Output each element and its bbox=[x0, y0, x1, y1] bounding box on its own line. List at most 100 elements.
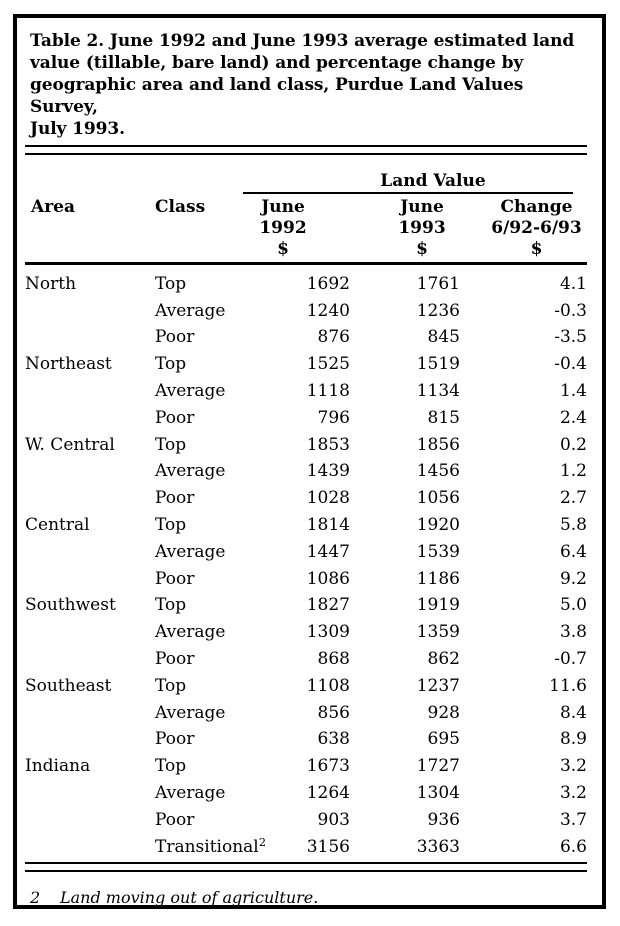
june-1993-cell: 1856 bbox=[416, 434, 460, 455]
june-1992-cell: 638 bbox=[317, 729, 350, 750]
change-cell: -0.7 bbox=[554, 649, 587, 670]
june-1992-cell: 1827 bbox=[306, 595, 350, 616]
june-1992-cell: 1086 bbox=[306, 568, 350, 589]
june-1992-cell: 1118 bbox=[306, 381, 350, 402]
change-cell: 8.9 bbox=[559, 729, 587, 750]
class-cell: Transitional2 bbox=[155, 834, 267, 857]
change-cell: 0.2 bbox=[559, 434, 587, 455]
footnote: 2 Land moving out of agriculture. bbox=[30, 888, 587, 907]
area-cell bbox=[25, 565, 155, 592]
area-cell bbox=[25, 833, 155, 860]
table-row: W. Central Top 1853 1856 0.2 bbox=[25, 431, 587, 458]
change-cell: -0.4 bbox=[554, 354, 587, 375]
top-double-rule bbox=[25, 145, 587, 155]
change-cell: 8.4 bbox=[559, 702, 587, 723]
table-row: Southeast Top 1108 1237 11.6 bbox=[25, 672, 587, 699]
june-1993-cell: 936 bbox=[427, 809, 460, 830]
june-1993-cell: 3363 bbox=[416, 836, 460, 857]
class-cell: Poor bbox=[155, 488, 195, 509]
change-cell: 6.6 bbox=[559, 836, 587, 857]
class-cell: Top bbox=[155, 675, 187, 696]
class-cell: Poor bbox=[155, 649, 195, 670]
change-cell: 4.1 bbox=[559, 273, 587, 294]
area-cell: W. Central bbox=[25, 434, 115, 455]
title-line: geographic area and land class, Purdue L… bbox=[30, 75, 524, 117]
column-header-june-1992: June 1992 $ bbox=[228, 197, 338, 260]
table-frame: Table 2. June 1992 and June 1993 average… bbox=[13, 14, 606, 909]
june-1993-cell: 1727 bbox=[416, 756, 460, 777]
area-cell bbox=[25, 699, 155, 726]
change-cell: 3.2 bbox=[559, 756, 587, 777]
june-1992-cell: 1853 bbox=[306, 434, 350, 455]
change-cell: -0.3 bbox=[554, 300, 587, 321]
june-1992-cell: 903 bbox=[317, 809, 350, 830]
class-cell: Top bbox=[155, 515, 187, 536]
class-cell: Average bbox=[155, 381, 226, 402]
area-cell: Southwest bbox=[25, 595, 116, 616]
column-header-line: $ bbox=[416, 239, 428, 259]
title-line: July 1993. bbox=[30, 119, 125, 139]
land-value-underline: Land Value bbox=[243, 171, 573, 194]
change-cell: 1.4 bbox=[559, 381, 587, 402]
area-cell bbox=[25, 297, 155, 324]
change-cell: 5.0 bbox=[559, 595, 587, 616]
table-row: Southwest Top 1827 1919 5.0 bbox=[25, 592, 587, 619]
change-cell: 3.7 bbox=[559, 809, 587, 830]
june-1992-cell: 1309 bbox=[306, 622, 350, 643]
column-header-line: $ bbox=[530, 239, 543, 259]
change-cell: -3.5 bbox=[554, 327, 587, 348]
land-value-header: Land Value bbox=[380, 171, 486, 191]
class-cell: Top bbox=[155, 354, 187, 375]
table-row: North Top 1692 1761 4.1 bbox=[25, 271, 587, 298]
class-cell: Average bbox=[155, 300, 226, 321]
change-cell: 5.8 bbox=[559, 515, 587, 536]
class-cell: Top bbox=[155, 756, 187, 777]
table-row: Average 1439 1456 1.2 bbox=[25, 458, 587, 485]
june-1993-cell: 1761 bbox=[416, 273, 460, 294]
june-1993-cell: 862 bbox=[427, 649, 460, 670]
table-row: Average 1309 1359 3.8 bbox=[25, 619, 587, 646]
area-cell bbox=[25, 324, 155, 351]
june-1992-cell: 796 bbox=[317, 407, 350, 428]
table-row: Poor 903 936 3.7 bbox=[25, 806, 587, 833]
table-row: Average 1240 1236 -0.3 bbox=[25, 297, 587, 324]
june-1993-cell: 845 bbox=[427, 327, 460, 348]
column-header-line: $ bbox=[277, 239, 289, 259]
area-cell bbox=[25, 485, 155, 512]
column-header-line: 1993 bbox=[398, 218, 446, 238]
land-values-table: North Top 1692 1761 4.1 Average 1240 1236 -0.3 Po… bbox=[25, 271, 587, 861]
class-cell: Top bbox=[155, 273, 187, 294]
june-1993-cell: 1519 bbox=[416, 354, 460, 375]
june-1992-cell: 1447 bbox=[306, 541, 350, 562]
june-1992-cell: 1525 bbox=[306, 354, 350, 375]
june-1993-cell: 1237 bbox=[416, 675, 460, 696]
table-row: Poor 638 695 8.9 bbox=[25, 726, 587, 753]
june-1992-cell: 1439 bbox=[306, 461, 350, 482]
column-header-change: Change 6/92-6/93 $ bbox=[473, 197, 600, 260]
class-footnote-superscript: 2 bbox=[258, 834, 267, 849]
june-1993-cell: 815 bbox=[427, 407, 460, 428]
change-cell: 1.2 bbox=[559, 461, 587, 482]
column-header-june-1993: June 1993 $ bbox=[367, 197, 477, 260]
class-cell: Average bbox=[155, 622, 226, 643]
class-cell: Poor bbox=[155, 407, 195, 428]
title-line: value (tillable, bare land) and percenta… bbox=[30, 53, 524, 73]
change-cell: 9.2 bbox=[559, 568, 587, 589]
class-cell: Average bbox=[155, 783, 226, 804]
june-1992-cell: 1264 bbox=[306, 783, 350, 804]
june-1993-cell: 1134 bbox=[416, 381, 460, 402]
change-cell: 3.8 bbox=[559, 622, 587, 643]
june-1993-cell: 1919 bbox=[416, 595, 460, 616]
june-1993-cell: 695 bbox=[427, 729, 460, 750]
column-header-class: Class bbox=[155, 197, 206, 217]
header-rule bbox=[25, 262, 587, 265]
class-cell: Top bbox=[155, 434, 187, 455]
column-header-line: Change bbox=[500, 197, 573, 217]
column-header-line: June bbox=[261, 197, 305, 217]
change-cell: 2.4 bbox=[559, 407, 587, 428]
change-cell: 11.6 bbox=[549, 675, 587, 696]
change-cell: 3.2 bbox=[559, 783, 587, 804]
area-cell bbox=[25, 538, 155, 565]
table-title: Table 2. June 1992 and June 1993 average… bbox=[30, 30, 587, 140]
class-cell: Poor bbox=[155, 568, 195, 589]
